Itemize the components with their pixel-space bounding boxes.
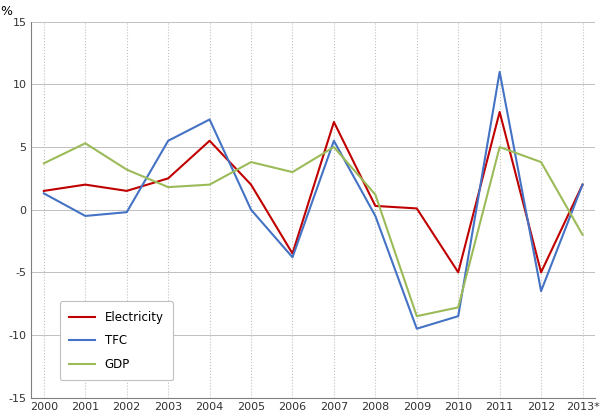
Electricity — [289, 251, 296, 256]
GDP — [206, 182, 213, 187]
Electricity — [40, 189, 47, 194]
TFC — [330, 138, 337, 143]
Line: GDP: GDP — [44, 143, 583, 316]
TFC — [82, 214, 89, 219]
GDP — [248, 160, 255, 165]
GDP — [164, 185, 172, 190]
Electricity — [371, 204, 379, 209]
Electricity — [206, 138, 213, 143]
GDP — [537, 160, 544, 165]
Text: %: % — [1, 5, 12, 18]
TFC — [455, 314, 462, 319]
TFC — [123, 210, 131, 215]
Electricity — [123, 189, 131, 194]
TFC — [248, 207, 255, 212]
Legend: Electricity, TFC, GDP: Electricity, TFC, GDP — [60, 301, 173, 380]
TFC — [371, 214, 379, 219]
TFC — [289, 255, 296, 260]
Line: Electricity: Electricity — [44, 112, 583, 272]
TFC — [537, 288, 544, 293]
TFC — [579, 182, 586, 187]
Electricity — [537, 270, 544, 275]
Electricity — [164, 176, 172, 181]
GDP — [330, 145, 337, 150]
Electricity — [248, 182, 255, 187]
GDP — [123, 167, 131, 172]
GDP — [40, 161, 47, 166]
GDP — [82, 141, 89, 146]
Electricity — [330, 120, 337, 125]
GDP — [289, 170, 296, 175]
GDP — [371, 192, 379, 197]
GDP — [579, 232, 586, 237]
TFC — [206, 117, 213, 122]
TFC — [40, 191, 47, 196]
Electricity — [496, 110, 503, 115]
GDP — [455, 305, 462, 310]
TFC — [164, 138, 172, 143]
Electricity — [82, 182, 89, 187]
Electricity — [413, 206, 421, 211]
TFC — [496, 69, 503, 74]
Electricity — [579, 182, 586, 187]
GDP — [413, 314, 421, 319]
GDP — [496, 145, 503, 150]
Electricity — [455, 270, 462, 275]
Line: TFC: TFC — [44, 72, 583, 329]
TFC — [413, 326, 421, 331]
